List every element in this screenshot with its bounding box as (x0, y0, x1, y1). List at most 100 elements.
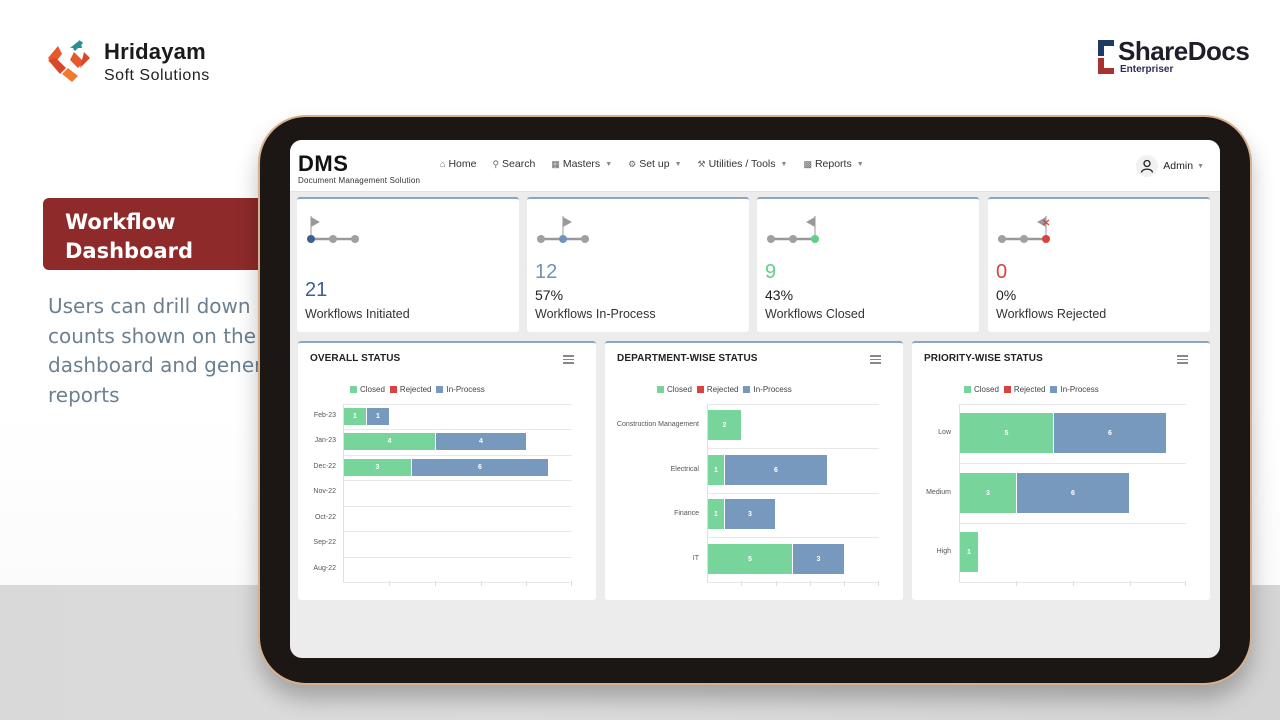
main-menu: ⌂ Home ⚲ Search ▦ Masters ▼ ⚙ Set up ▼ ⚒… (440, 158, 880, 170)
bar-in-process[interactable]: 3 (793, 544, 844, 574)
workflow-in-process-icon (537, 216, 589, 243)
chart-menu-icon[interactable] (563, 355, 574, 366)
stat-label: Workflows Closed (765, 307, 865, 321)
overall-status-chart: OVERALL STATUS Closed Rejected In-Proces… (298, 341, 596, 600)
bar-closed[interactable]: 1 (960, 532, 978, 572)
bar-in-process[interactable]: 4 (436, 433, 526, 450)
gridline (959, 404, 1186, 405)
bar-in-process[interactable]: 6 (725, 455, 827, 485)
gridline (343, 480, 572, 481)
stat-card-in-process[interactable]: 12 57% Workflows In-Process (527, 197, 749, 332)
stat-count[interactable]: 9 (765, 261, 777, 283)
user-name: Admin (1163, 160, 1194, 172)
priority-wise-status-chart: PRIORITY-WISE STATUS Closed Rejected In-… (912, 341, 1210, 600)
bar-in-process[interactable]: 3 (725, 499, 775, 529)
bar-closed[interactable]: 5 (708, 544, 792, 574)
bar-closed[interactable]: 5 (960, 413, 1053, 453)
category-label: Medium (926, 489, 951, 496)
stat-percent: 43% (765, 287, 794, 303)
menu-reports[interactable]: ▩ Reports ▼ (803, 158, 863, 170)
stat-count[interactable]: 12 (535, 261, 558, 283)
bar-in-process[interactable]: 6 (1054, 413, 1166, 453)
bar-closed[interactable]: 4 (344, 433, 435, 450)
legend-rejected[interactable]: Rejected (1003, 385, 1045, 394)
category-label: Nov-22 (313, 488, 336, 495)
legend-label: Closed (360, 385, 385, 394)
menu-home[interactable]: ⌂ Home (440, 158, 476, 170)
chart-menu-icon[interactable] (1177, 355, 1188, 366)
x-tick (1185, 581, 1186, 586)
legend-swatch (743, 386, 751, 393)
legend-rejected[interactable]: Rejected (389, 385, 431, 394)
category-label: Dec-22 (313, 463, 336, 470)
sharedocs-logo: ShareDocs Enterpriser (1096, 36, 1250, 75)
app-title: DMS (298, 151, 349, 176)
user-icon (1136, 155, 1159, 177)
bar-closed[interactable]: 1 (344, 408, 366, 425)
legend-closed[interactable]: Closed (964, 385, 999, 394)
category-label: Oct-22 (314, 514, 336, 521)
legend-closed[interactable]: Closed (657, 385, 692, 394)
feature-callout: Workflow Dashboard (43, 198, 283, 270)
legend-swatch (389, 386, 397, 393)
chart-menu-icon[interactable] (870, 355, 881, 366)
legend-rejected[interactable]: Rejected (696, 385, 738, 394)
description-line: Users can drill down (48, 294, 251, 318)
chart-plot-area: Construction Management Electrical Finan… (617, 404, 879, 586)
gridline (959, 582, 1186, 583)
legend-in-process[interactable]: In-Process (743, 385, 792, 394)
gridline (707, 448, 879, 449)
bar-closed[interactable]: 2 (708, 410, 741, 440)
x-tick (389, 581, 390, 586)
menu-label: Set up (639, 158, 670, 170)
gridline (707, 582, 879, 583)
bar-in-process[interactable]: 6 (412, 459, 548, 476)
chart-plot-area: Low Medium High 5 6 3 6 1 (926, 404, 1186, 586)
category-label: Electrical (670, 466, 699, 473)
brand-name: ShareDocs (1118, 36, 1250, 66)
menu-masters[interactable]: ▦ Masters ▼ (551, 158, 612, 170)
gridline (707, 404, 879, 405)
chart-title: PRIORITY-WISE STATUS (924, 353, 1043, 364)
bar-in-process[interactable]: 1 (367, 408, 389, 425)
y-axis (343, 404, 344, 582)
gridline (343, 506, 572, 507)
callout-line-1: Workflow (65, 210, 176, 234)
description-line: reports (48, 382, 120, 407)
gridline (707, 537, 879, 538)
description-line: dashboard and gener (48, 353, 263, 377)
stat-count[interactable]: 0 (996, 261, 1008, 283)
hridayam-logo-icon (48, 40, 90, 82)
menu-setup[interactable]: ⚙ Set up ▼ (628, 158, 681, 170)
stat-percent: 0% (996, 287, 1017, 303)
legend-closed[interactable]: Closed (350, 385, 385, 394)
hridayam-logo: Hridayam Soft Solutions (44, 38, 210, 86)
menu-utilities-tools[interactable]: ⚒ Utilities / Tools ▼ (698, 158, 788, 170)
menu-label: Utilities / Tools (708, 158, 776, 170)
chart-legend: Closed Rejected In-Process (964, 385, 1104, 394)
bar-closed[interactable]: 3 (960, 473, 1016, 513)
legend-label: In-Process (753, 385, 792, 394)
category-label: Finance (674, 510, 699, 517)
gridline (343, 455, 572, 456)
app-brand[interactable]: DMS Document Management Solution (298, 151, 420, 186)
bar-closed[interactable]: 1 (708, 455, 724, 485)
user-menu[interactable]: Admin ▼ (1136, 155, 1204, 177)
bar-in-process[interactable]: 6 (1017, 473, 1129, 513)
menu-search[interactable]: ⚲ Search (492, 158, 535, 170)
gridline (959, 463, 1186, 464)
x-tick (1130, 581, 1131, 586)
stat-card-rejected[interactable]: 0 0% Workflows Rejected (988, 197, 1210, 332)
legend-in-process[interactable]: In-Process (436, 385, 485, 394)
chevron-down-icon: ▼ (1197, 162, 1204, 170)
stat-card-initiated[interactable]: 21 Workflows Initiated (297, 197, 519, 332)
stat-count[interactable]: 21 (305, 279, 328, 301)
x-tick (571, 581, 572, 586)
stat-card-closed[interactable]: 9 43% Workflows Closed (757, 197, 979, 332)
bar-closed[interactable]: 1 (708, 499, 724, 529)
bar-closed[interactable]: 3 (344, 459, 411, 476)
gridline (343, 582, 572, 583)
x-tick (844, 581, 845, 586)
tools-icon: ⚒ (697, 158, 706, 169)
legend-in-process[interactable]: In-Process (1050, 385, 1099, 394)
